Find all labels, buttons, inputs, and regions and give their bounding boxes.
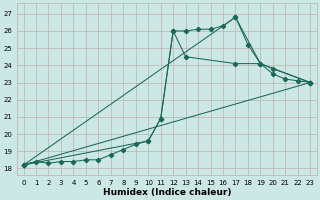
X-axis label: Humidex (Indice chaleur): Humidex (Indice chaleur) bbox=[103, 188, 231, 197]
